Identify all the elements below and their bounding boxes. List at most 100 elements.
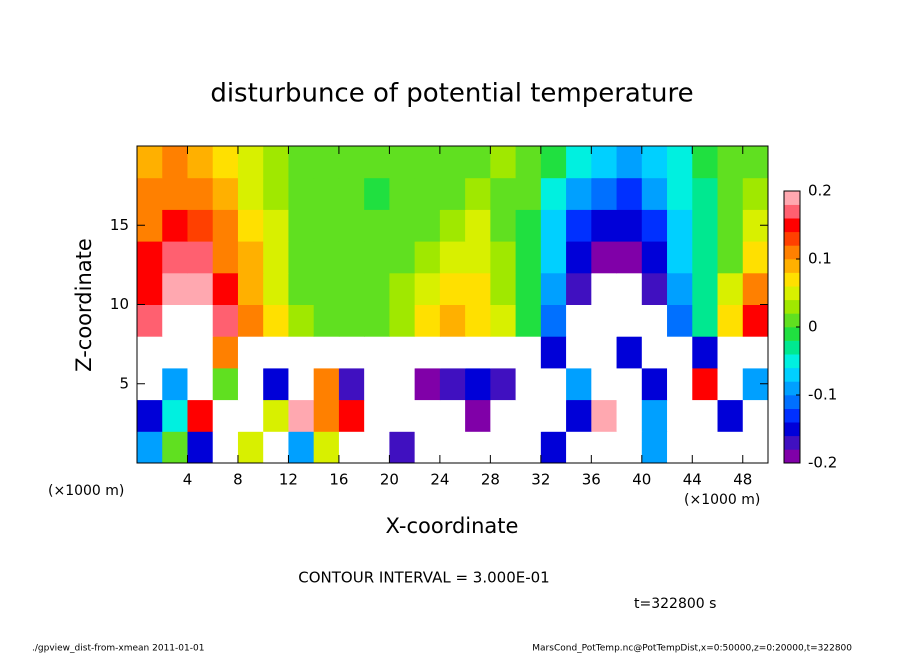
cell [717,431,744,464]
colorbar-band [784,435,800,450]
x-tick-label: 12 [279,471,298,489]
cell [692,304,719,337]
cell [338,399,365,432]
cell [187,431,214,464]
cell [717,177,744,210]
cell [414,336,441,369]
cell [364,399,390,432]
colorbar-band [784,286,800,301]
cell [465,177,491,210]
cell [742,336,769,369]
cell [439,272,466,305]
contour-note: CONTOUR INTERVAL = 3.000E-01 [298,569,549,587]
cell [742,431,769,464]
colorbar-band [784,204,800,219]
cell [237,272,264,305]
cell [540,367,567,401]
cell [566,304,592,337]
cell [414,146,441,179]
cell [566,177,592,210]
cell [288,272,315,305]
cell [187,399,214,432]
cell [717,241,744,274]
colorbar-tick-label: 0.2 [808,182,832,200]
cell [389,304,416,337]
x-tick-label: 36 [582,471,601,489]
cell [591,241,618,274]
cell [717,367,744,401]
footer: MarsCond_PotTemp.nc@PotTempDist,x=0:5000… [532,644,852,654]
cell [439,241,466,274]
cell [187,209,214,242]
x-tick-label: 24 [430,471,449,489]
cell [515,367,542,401]
cell [566,209,592,242]
cell [742,177,769,210]
cell [288,431,315,464]
x-tick-label: 48 [733,471,752,489]
cell [263,336,289,369]
cell [439,367,466,401]
colorbar-band [784,340,800,355]
cell [641,209,668,242]
cell [641,431,668,464]
x-tick-label: 44 [683,471,702,489]
cell [187,304,214,337]
cell [288,209,315,242]
cell [667,241,693,274]
cell [137,399,163,432]
colorbar-tick-label: -0.2 [808,454,837,472]
cell [667,146,693,179]
cell [364,336,390,369]
cell [389,241,416,274]
cell [137,241,163,274]
cell [313,272,340,305]
y-tick-label: 15 [110,216,129,234]
cell [490,177,517,210]
cell [313,399,340,432]
cell [717,209,744,242]
y-axis-label: Z-coordinate [72,238,96,372]
cell [212,336,239,369]
cell [616,367,643,401]
cell [288,336,315,369]
cell [414,367,441,401]
cell [616,209,643,242]
cell [641,146,668,179]
cell [515,272,542,305]
colorbar-band [784,381,800,396]
cell [212,431,239,464]
cell [515,177,542,210]
cell [591,177,618,210]
colorbar-band [784,245,800,260]
cell [490,209,517,242]
cell [338,272,365,305]
y-tick-label: 5 [119,374,129,392]
cell [288,399,315,432]
cell [137,431,163,464]
cell [566,367,592,401]
x-tick-label: 16 [329,471,348,489]
cell [667,367,693,401]
cell [742,241,769,274]
colorbar-band [784,422,800,437]
cell [162,367,188,401]
cell [313,177,340,210]
cell [439,399,466,432]
colorbar-band [784,259,800,273]
cell [515,241,542,274]
cell [692,431,719,464]
cell [263,431,289,464]
cell [591,272,618,305]
cell [212,367,239,401]
cell [616,399,643,432]
x-unit: (×1000 m) [684,492,760,508]
cell [137,177,163,210]
cell [591,304,618,337]
colorbar-band [784,395,800,409]
cell [566,336,592,369]
cell [616,304,643,337]
cell [540,272,567,305]
cell [566,431,592,464]
cell [717,399,744,432]
